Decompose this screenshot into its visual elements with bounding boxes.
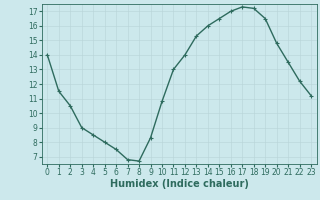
X-axis label: Humidex (Indice chaleur): Humidex (Indice chaleur) — [110, 179, 249, 189]
